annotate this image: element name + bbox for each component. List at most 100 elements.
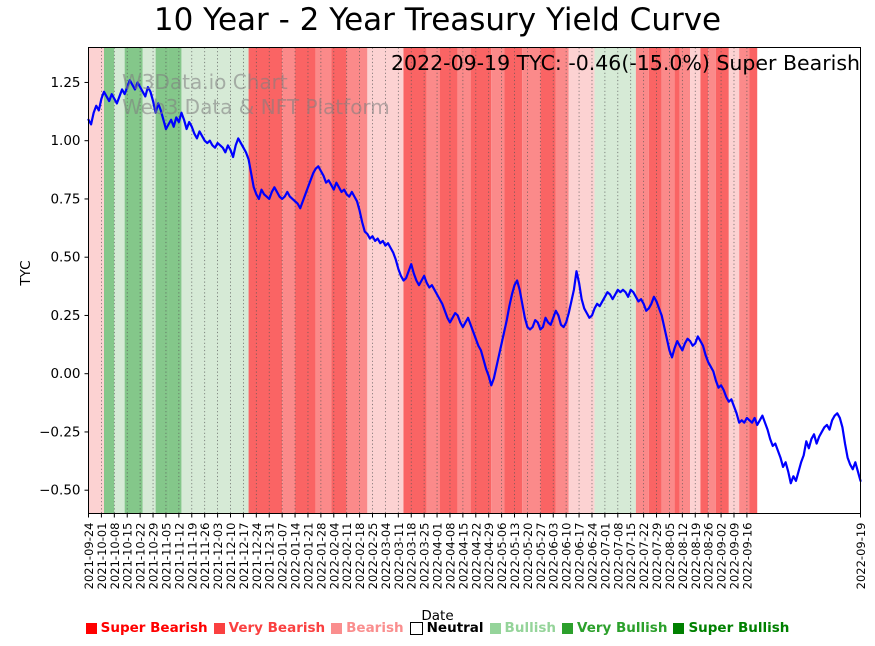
- x-tick-label: 2022-06-24: [585, 523, 599, 590]
- y-tick-label: −0.50: [39, 483, 80, 499]
- regime-band: [715, 47, 729, 514]
- x-tick-label: 2022-08-26: [702, 523, 716, 590]
- x-tick-label: 2022-02-25: [366, 523, 380, 590]
- legend-label: Super Bearish: [100, 620, 208, 636]
- y-tick-label: 0.50: [50, 250, 80, 266]
- latest-value-annotation: 2022-09-19 TYC: -0.46(-15.0%) Super Bear…: [391, 51, 860, 75]
- x-tick-label: 2021-12-31: [263, 523, 277, 590]
- regime-band: [700, 47, 709, 514]
- legend-item[interactable]: Very Bullish: [561, 620, 667, 636]
- regime-band: [88, 47, 104, 514]
- legend-label: Bullish: [504, 620, 556, 636]
- x-tick-label: 2022-06-03: [547, 523, 561, 590]
- x-tick-label: 2022-07-01: [598, 523, 612, 590]
- x-tick-label: 2022-05-13: [508, 523, 522, 590]
- regime-band: [331, 47, 347, 514]
- x-tick-label: 2021-11-12: [172, 523, 186, 590]
- regime-band: [168, 47, 182, 514]
- x-tick-label: 2021-11-19: [185, 523, 199, 590]
- legend-swatch-icon: [331, 622, 343, 634]
- x-tick-label: 2022-07-22: [637, 523, 651, 590]
- y-tick-label: 1.25: [50, 75, 80, 91]
- x-tick-label: 2022-01-07: [276, 523, 290, 590]
- x-tick-label: 2021-11-05: [159, 523, 173, 590]
- page-title: 10 Year - 2 Year Treasury Yield Curve: [153, 2, 722, 38]
- regime-band: [248, 47, 283, 514]
- legend-item[interactable]: Super Bearish: [85, 620, 208, 636]
- x-tick-label: 2022-06-10: [560, 523, 574, 590]
- x-tick-label: 2021-12-10: [224, 523, 238, 590]
- y-tick-label: 0.00: [50, 366, 80, 382]
- legend-item[interactable]: Bearish: [331, 620, 404, 636]
- regime-band: [522, 47, 541, 514]
- x-tick-label: 2022-07-08: [611, 523, 625, 590]
- x-tick-label: 2022-09-19: [854, 523, 868, 590]
- regime-band: [568, 47, 595, 514]
- x-tick-label: 2022-04-22: [469, 523, 483, 590]
- x-tick-label: 2022-05-27: [534, 523, 548, 590]
- x-tick-label: 2021-10-08: [108, 523, 122, 590]
- regime-band: [103, 47, 115, 514]
- x-tick-label: 2022-04-29: [482, 523, 496, 590]
- regime-band: [315, 47, 332, 514]
- regime-band: [648, 47, 662, 514]
- regime-band: [470, 47, 492, 514]
- x-tick-label: 2022-04-01: [431, 523, 445, 590]
- regime-band: [367, 47, 404, 514]
- legend-item[interactable]: Bullish: [489, 620, 556, 636]
- x-tick-label: 2022-03-11: [392, 523, 406, 590]
- legend-item[interactable]: Neutral: [409, 620, 484, 636]
- x-tick-label: 2022-08-19: [689, 523, 703, 590]
- x-tick-label: 2022-09-09: [727, 523, 741, 590]
- regime-band: [426, 47, 440, 514]
- x-tick-label: 2022-08-05: [663, 523, 677, 590]
- legend-item[interactable]: Very Bearish: [213, 620, 326, 636]
- regime-band: [346, 47, 368, 514]
- legend-item[interactable]: Super Bullish: [673, 620, 789, 636]
- x-axis-title: Date: [421, 608, 454, 624]
- regime-band: [282, 47, 296, 514]
- y-tick-label: 1.00: [50, 133, 80, 149]
- legend-label: Bearish: [346, 620, 404, 636]
- y-tick-label: 0.75: [50, 191, 80, 207]
- x-tick-label: 2022-02-04: [327, 523, 341, 590]
- y-tick-label: −0.25: [39, 424, 80, 440]
- regime-band: [749, 47, 758, 514]
- regime-band: [124, 47, 143, 514]
- legend-swatch-icon: [561, 622, 573, 634]
- regime-band: [491, 47, 505, 514]
- regime-band: [555, 47, 569, 514]
- regime-band: [403, 47, 427, 514]
- legend-label: Very Bearish: [228, 620, 326, 636]
- legend-label: Neutral: [426, 620, 484, 636]
- x-tick-label: 2021-12-24: [250, 523, 264, 590]
- regime-band: [594, 47, 636, 514]
- regime-band: [739, 47, 750, 514]
- x-tick-label: 2021-11-26: [198, 523, 212, 590]
- regime-band: [504, 47, 523, 514]
- x-tick-label: 2022-09-02: [715, 523, 729, 590]
- x-tick-label: 2022-03-04: [379, 523, 393, 590]
- regime-band: [690, 47, 701, 514]
- y-axis: −0.50 −0.25 0.00 0.25 0.50 0.75 1.00 1.25: [39, 75, 89, 499]
- legend-label: Super Bullish: [688, 620, 790, 636]
- x-tick-label: 2021-12-17: [237, 523, 251, 590]
- regime-band: [540, 47, 556, 514]
- x-tick-label: 2021-10-15: [121, 523, 135, 590]
- tyc-line: [87, 79, 862, 485]
- x-tick-label: 2021-10-29: [147, 523, 161, 590]
- x-tick-label: 2022-07-15: [624, 523, 638, 590]
- regime-band: [295, 47, 316, 514]
- y-axis-title: TYC: [18, 260, 34, 286]
- x-tick-label: 2022-06-17: [573, 523, 587, 590]
- y-tick-label: 0.25: [50, 308, 80, 324]
- regime-band: [679, 47, 691, 514]
- legend-swatch-icon: [673, 622, 685, 634]
- regime-band: [155, 47, 169, 514]
- x-tick-label: 2022-01-21: [301, 523, 315, 590]
- regime-band: [457, 47, 471, 514]
- regime-band: [708, 47, 716, 514]
- x-tick-label: 2022-04-15: [456, 523, 470, 590]
- regime-band: [181, 47, 249, 514]
